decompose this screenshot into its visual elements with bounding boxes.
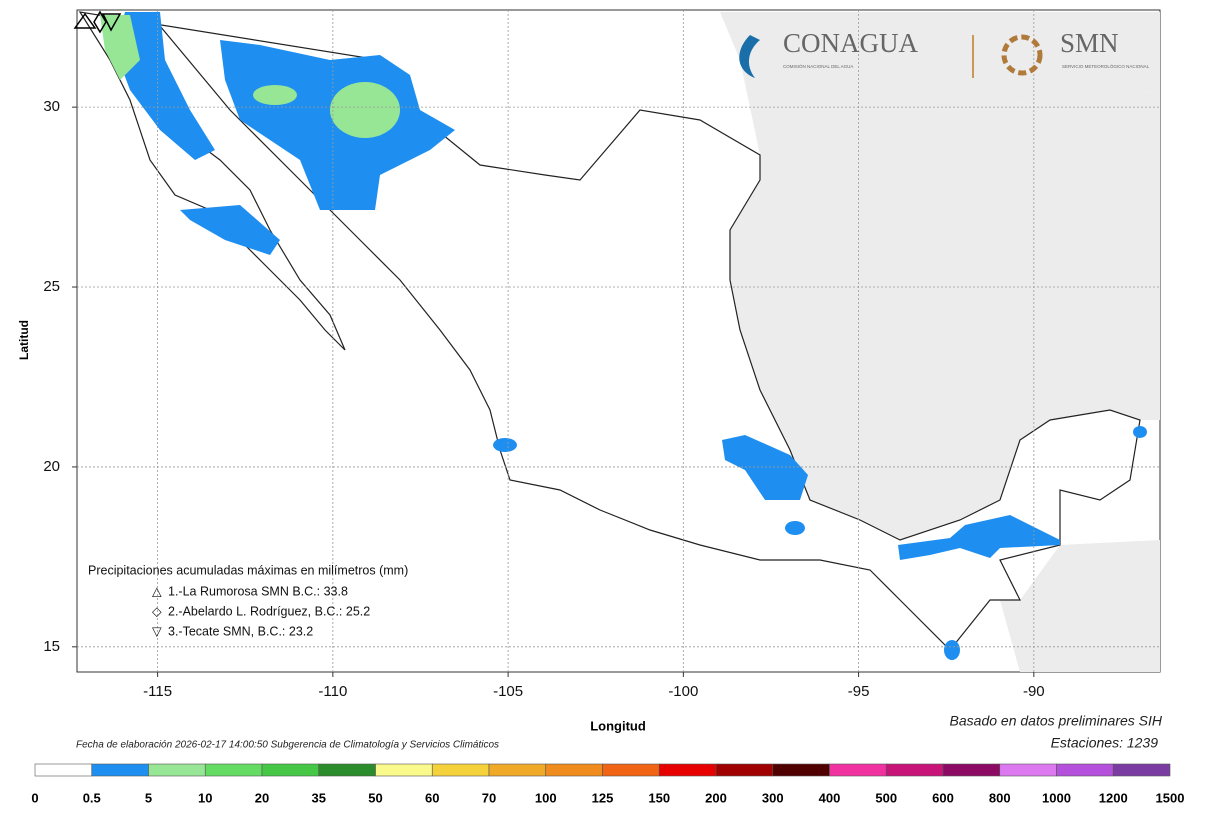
colorbar-segment	[658, 763, 717, 777]
rain-area	[493, 438, 517, 452]
colorbar-segment	[204, 763, 263, 777]
colorbar-label: 1200	[1099, 790, 1128, 805]
colorbar-label: 0.5	[83, 790, 101, 805]
colorbar-segment	[885, 763, 944, 777]
colorbar-segment	[545, 763, 603, 777]
rain-area	[1133, 426, 1147, 438]
colorbar-segment	[91, 763, 149, 777]
colorbar-segment	[431, 763, 490, 777]
x-tick-label: -95	[848, 683, 870, 700]
rain-area	[944, 640, 960, 660]
colorbar-segment	[1112, 763, 1171, 777]
rain-area	[100, 15, 140, 80]
rain-area	[785, 521, 805, 535]
colorbar: 0 0.5 5 10 20 35 50 60 70 100 125 150 200 300 400 500 60…	[31, 763, 1185, 805]
caribbean	[1000, 540, 1160, 672]
smn-logo	[1001, 34, 1043, 76]
footer-date: Fecha de elaboración 2026-02-17 14:00:50…	[76, 740, 499, 751]
colorbar-label: 35	[312, 790, 326, 805]
station-entry: 3.-Tecate SMN, B.C.: 23.2	[168, 624, 313, 638]
rain-area	[180, 205, 280, 255]
colorbar-segment	[375, 763, 433, 777]
colorbar-label: 125	[592, 790, 614, 805]
x-tick-label: -105	[493, 683, 523, 700]
colorbar-segment	[772, 763, 830, 777]
colorbar-segment	[715, 763, 774, 777]
ocean	[720, 12, 1160, 170]
rain-area	[722, 435, 808, 500]
colorbar-label: 10	[198, 790, 212, 805]
colorbar-label: 100	[535, 790, 557, 805]
x-axis-label: Longitud	[590, 718, 646, 733]
logo-subtitle: SERVICIO METEOROLÓGICO NACIONAL	[1062, 63, 1150, 69]
colorbar-label: 50	[368, 790, 382, 805]
colorbar-segment	[999, 763, 1057, 777]
colorbar-segment	[1056, 763, 1114, 777]
legend-title: Precipitaciones acumuladas máximas en mi…	[88, 563, 408, 577]
logo-subtitle: COMISIÓN NACIONAL DEL AGUA	[783, 63, 853, 69]
rain-area	[115, 12, 215, 160]
logo-name: CONAGUA	[783, 28, 919, 58]
rain-area	[330, 82, 400, 138]
legend-symbol: ▽	[152, 624, 162, 638]
colorbar-segment	[148, 763, 206, 777]
colorbar-label: 800	[989, 790, 1011, 805]
colorbar-segment	[602, 763, 660, 777]
rain-area	[253, 85, 297, 105]
colorbar-segment	[261, 763, 320, 777]
x-tick-label: -110	[318, 683, 347, 700]
logo-name: SMN	[1060, 28, 1119, 58]
y-tick-label: 30	[43, 98, 60, 115]
x-tick-label: -90	[1023, 683, 1045, 700]
legend-symbol: ◇	[152, 604, 162, 618]
colorbar-segment	[829, 763, 887, 777]
colorbar-label: 5	[145, 790, 152, 805]
y-tick-label: 25	[43, 278, 60, 295]
colorbar-segment	[488, 763, 547, 777]
colorbar-label: 70	[482, 790, 496, 805]
y-axis-label: Latitud	[17, 320, 31, 360]
footer-stations: Estaciones: 1239	[1051, 735, 1159, 751]
y-tick-label: 15	[43, 638, 60, 655]
colorbar-label: 600	[932, 790, 954, 805]
station-entry: 2.-Abelardo L. Rodríguez, B.C.: 25.2	[168, 604, 370, 618]
colorbar-label: 0	[31, 790, 38, 805]
colorbar-label: 20	[255, 790, 269, 805]
legend-symbol: △	[152, 584, 162, 598]
colorbar-label: 150	[648, 790, 670, 805]
x-tick-label: -100	[668, 683, 698, 700]
colorbar-label: 1000	[1042, 790, 1071, 805]
gulf-of-mexico	[730, 90, 1160, 540]
footer-source: Basado en datos preliminares SIH	[950, 713, 1163, 729]
colorbar-label: 400	[819, 790, 841, 805]
station-entry: 1.-La Rumorosa SMN B.C.: 33.8	[168, 584, 348, 598]
rain-area	[898, 515, 1060, 560]
conagua-logo	[739, 35, 760, 78]
colorbar-label: 1500	[1156, 790, 1185, 805]
station-markers	[73, 10, 122, 34]
colorbar-label: 500	[875, 790, 897, 805]
colorbar-label: 300	[762, 790, 784, 805]
colorbar-label: 200	[705, 790, 727, 805]
colorbar-segment	[318, 763, 376, 777]
colorbar-segment	[942, 763, 1001, 777]
y-tick-label: 20	[43, 458, 60, 475]
x-tick-label: -115	[143, 683, 172, 700]
colorbar-segment	[34, 763, 93, 777]
colorbar-label: 60	[425, 790, 439, 805]
axes: -115 -110 -105 -100 -95 -90 15 20 25 30	[43, 10, 1160, 700]
